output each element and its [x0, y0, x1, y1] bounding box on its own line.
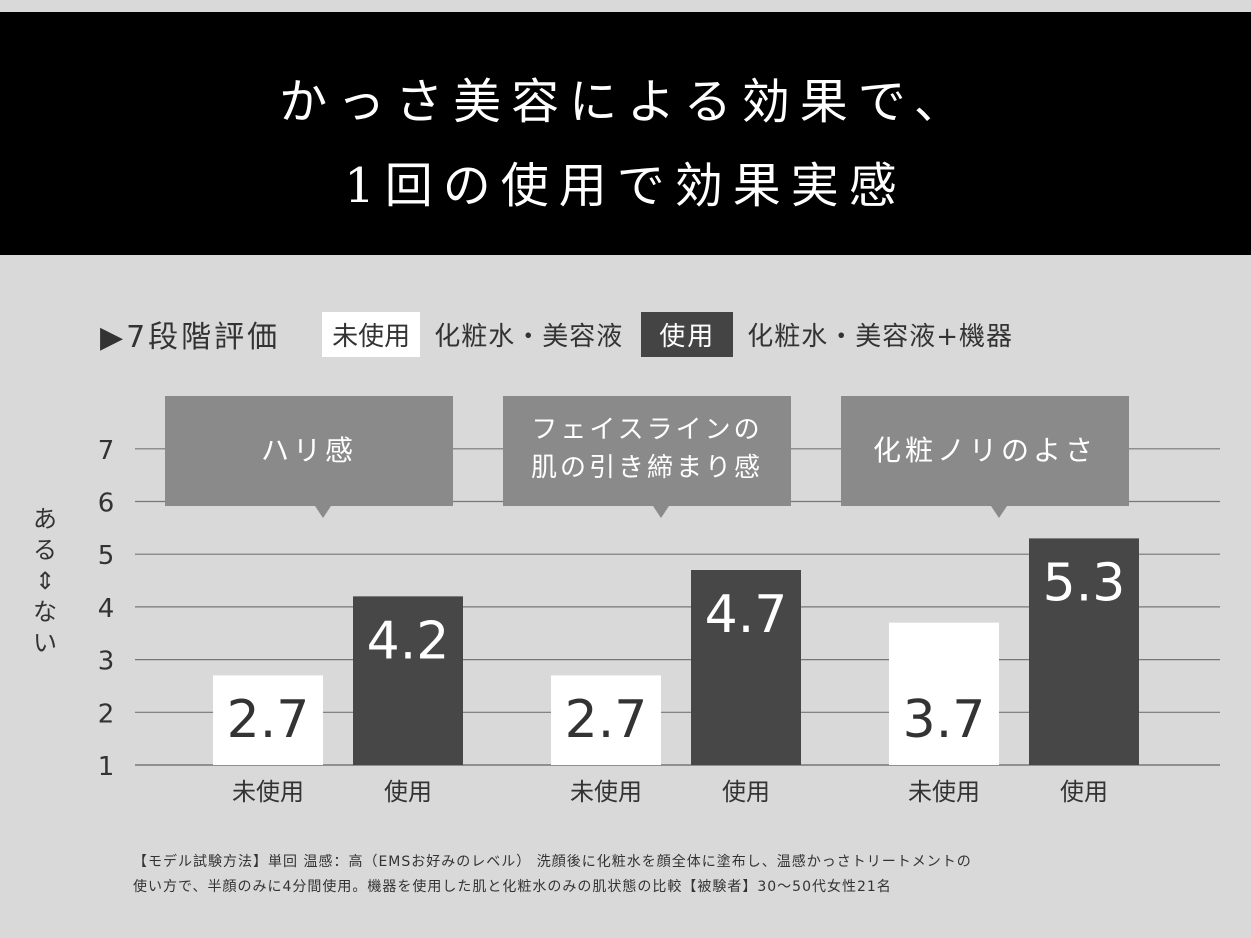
- x-label-unused-0: 未使用: [232, 778, 304, 806]
- footnote: 【モデル試験方法】単回 温感：高（EMSお好みのレベル） 洗顔後に化粧水を顔全体…: [133, 850, 1133, 900]
- y-axis-label-bottom: ない: [33, 598, 57, 657]
- y-tick-label-3: 3: [98, 647, 115, 677]
- x-label-unused-2: 未使用: [908, 778, 980, 806]
- y-tick-label-1: 1: [98, 752, 115, 782]
- y-axis-label-top: ある: [33, 505, 57, 564]
- legend-unused-badge: 未使用: [322, 311, 421, 357]
- legend: ▶7段階評価 未使用 化粧水・美容液 使用 化粧水・美容液+機器: [100, 310, 1013, 358]
- callout-pointer-0: [315, 506, 331, 518]
- x-label-used-1: 使用: [722, 778, 770, 806]
- callout-box-0: [165, 396, 453, 506]
- callout-label-0: ハリ感: [261, 434, 357, 467]
- callout-box-2: [841, 396, 1129, 506]
- y-tick-label-6: 6: [98, 489, 115, 519]
- footnote-line-2: 使い方で、半顔のみに4分間使用。機器を使用した肌と化粧水のみの肌状態の比較【被験…: [133, 879, 892, 895]
- callout-label-1-line-0: フェイスラインの: [531, 415, 762, 445]
- callout-label-1-line-1: 肌の引き締まり感: [531, 453, 763, 483]
- value-label-used-1: 4.7: [705, 585, 788, 645]
- bar-used-2: [1029, 538, 1139, 765]
- callout-pointer-2: [991, 506, 1007, 518]
- callout-label-2: 化粧ノリのよさ: [873, 434, 1097, 467]
- x-label-used-2: 使用: [1060, 778, 1108, 806]
- value-label-unused-0: 2.7: [227, 690, 310, 750]
- x-label-used-0: 使用: [384, 778, 432, 806]
- footnote-line-1: 【モデル試験方法】単回 温感：高（EMSお好みのレベル） 洗顔後に化粧水を顔全体…: [133, 854, 972, 870]
- value-label-used-0: 4.2: [367, 611, 450, 671]
- legend-used-badge: 使用: [641, 311, 734, 357]
- y-tick-label-5: 5: [98, 541, 115, 571]
- y-tick-label-4: 4: [98, 594, 115, 624]
- bar-used-0: [353, 596, 463, 765]
- bar-unused-0: [213, 675, 323, 765]
- bar-used-1: [691, 570, 801, 765]
- title-line-2: 1回の使用で効果実感: [344, 158, 907, 214]
- y-tick-label-2: 2: [98, 699, 115, 729]
- bar-unused-1: [551, 675, 661, 765]
- legend-unused-desc: 化粧水・美容液: [434, 321, 624, 352]
- header-banner: かっさ美容による効果で、 1回の使用で効果実感: [0, 12, 1251, 255]
- bar-unused-2: [889, 622, 999, 765]
- callout-pointer-1: [653, 506, 669, 518]
- y-axis-label: ある ⇕ ない: [30, 504, 60, 659]
- x-label-unused-1: 未使用: [570, 778, 642, 806]
- y-tick-label-7: 7: [98, 436, 115, 466]
- value-label-unused-2: 3.7: [903, 690, 986, 750]
- callout-box-1: [503, 396, 791, 506]
- legend-used-desc: 化粧水・美容液+機器: [747, 321, 1014, 352]
- value-label-unused-1: 2.7: [565, 690, 648, 750]
- y-axis-arrow-icon: ⇕: [34, 567, 56, 595]
- title-line-1: かっさ美容による効果で、: [279, 74, 972, 130]
- scale-label: ▶7段階評価: [100, 320, 281, 355]
- value-label-used-2: 5.3: [1043, 553, 1126, 613]
